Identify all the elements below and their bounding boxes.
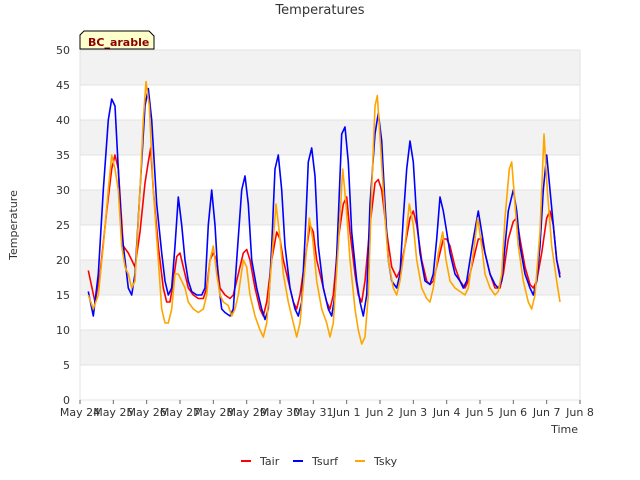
y-tick-label: 30 bbox=[56, 184, 70, 197]
site-label-box: BC_arable bbox=[80, 31, 154, 49]
y-tick-label: 5 bbox=[63, 359, 70, 372]
x-axis-title: Time bbox=[550, 423, 578, 436]
legend-label-tair: Tair bbox=[259, 455, 280, 468]
legend-label-tsurf: Tsurf bbox=[311, 455, 339, 468]
y-tick-label: 40 bbox=[56, 114, 70, 127]
chart-title: Temperatures bbox=[274, 3, 364, 18]
y-tick-label: 20 bbox=[56, 254, 70, 267]
y-tick-label: 10 bbox=[56, 324, 70, 337]
x-tick-label: Jun 5 bbox=[465, 406, 494, 419]
x-tick-label: Jun 8 bbox=[565, 406, 594, 419]
y-tick-label: 35 bbox=[56, 149, 70, 162]
legend-label-tsky: Tsky bbox=[373, 455, 398, 468]
legend: Tair Tsurf Tsky bbox=[241, 455, 398, 468]
plot-band bbox=[80, 50, 580, 85]
x-tick-label: Jun 4 bbox=[432, 406, 461, 419]
plot-band bbox=[80, 120, 580, 155]
y-tick-label: 45 bbox=[56, 79, 70, 92]
x-tick-label: Jun 1 bbox=[332, 406, 361, 419]
x-tick-label: Jun 2 bbox=[365, 406, 394, 419]
temperature-chart: Temperatures 05101520253035404550 May 24… bbox=[0, 0, 640, 480]
y-axis-title: Temperature bbox=[7, 190, 20, 261]
y-tick-label: 25 bbox=[56, 219, 70, 232]
x-tick-label: May 31 bbox=[293, 406, 333, 419]
x-tick-label: Jun 3 bbox=[398, 406, 427, 419]
x-tick-label: Jun 7 bbox=[532, 406, 561, 419]
y-tick-label: 50 bbox=[56, 44, 70, 57]
x-tick-label: Jun 6 bbox=[498, 406, 527, 419]
y-tick-label: 15 bbox=[56, 289, 70, 302]
site-label: BC_arable bbox=[88, 36, 149, 49]
